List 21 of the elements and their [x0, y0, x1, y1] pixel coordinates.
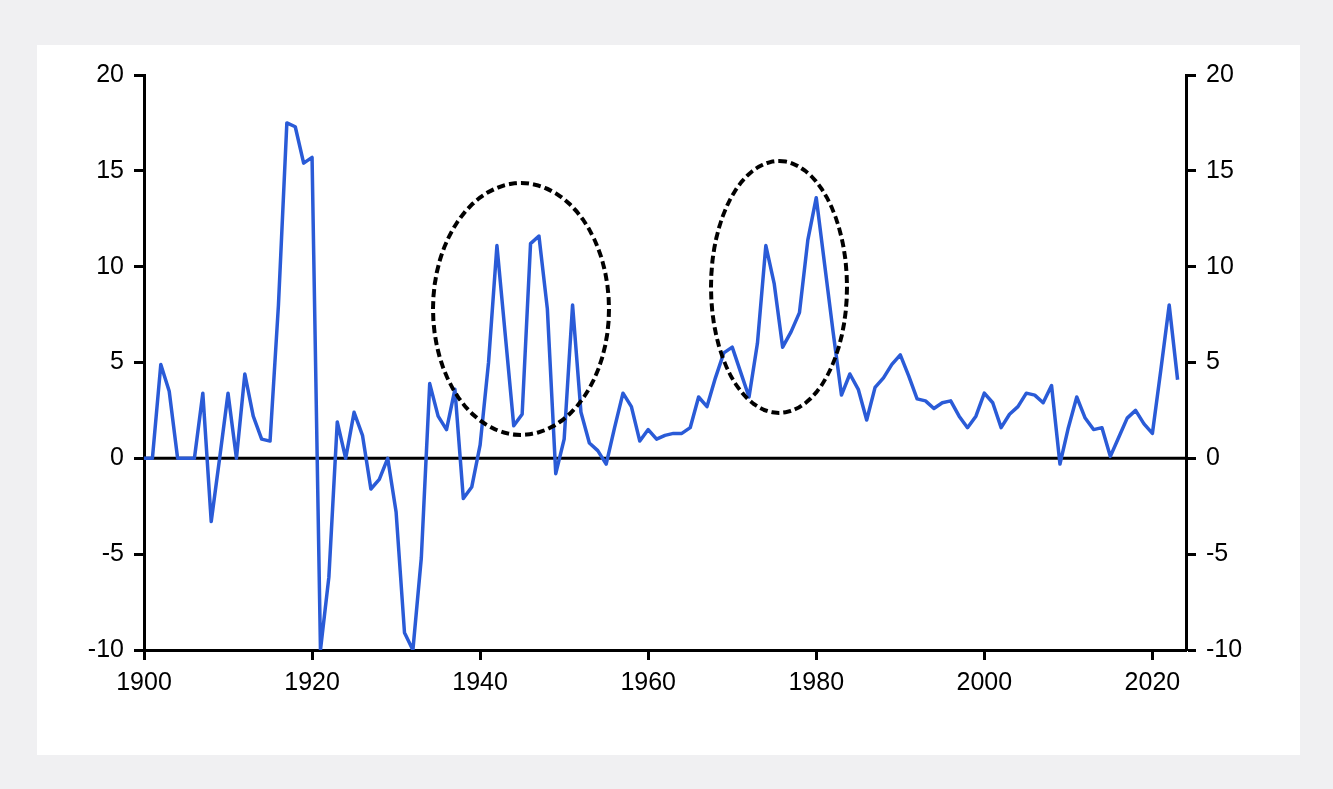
y2-tick-label: 20: [1206, 58, 1234, 87]
y2-tick-label: 10: [1206, 250, 1234, 279]
x-tick-label: 2020: [1124, 666, 1181, 695]
y-tick-label: 5: [110, 346, 124, 375]
y-tick-label: -10: [87, 633, 124, 662]
y-tick-label: 15: [96, 154, 124, 183]
y2-tick-label: -5: [1206, 538, 1229, 567]
y-tick-label: 20: [96, 58, 124, 87]
y-tick-label: -5: [101, 538, 124, 567]
y2-tick-label: -10: [1206, 633, 1243, 662]
x-tick-label: 1920: [284, 666, 340, 695]
y2-tick-label: 15: [1206, 154, 1234, 183]
y-tick-label: 10: [96, 250, 124, 279]
y-tick-label: 0: [110, 442, 124, 471]
x-tick-label: 1980: [788, 666, 845, 695]
x-tick-label: 1900: [116, 666, 172, 695]
y2-tick-label: 0: [1206, 442, 1220, 471]
y2-tick-label: 5: [1206, 346, 1220, 375]
x-tick-label: 2000: [956, 666, 1013, 695]
x-tick-label: 1940: [452, 666, 508, 695]
x-tick-label: 1960: [620, 666, 677, 695]
